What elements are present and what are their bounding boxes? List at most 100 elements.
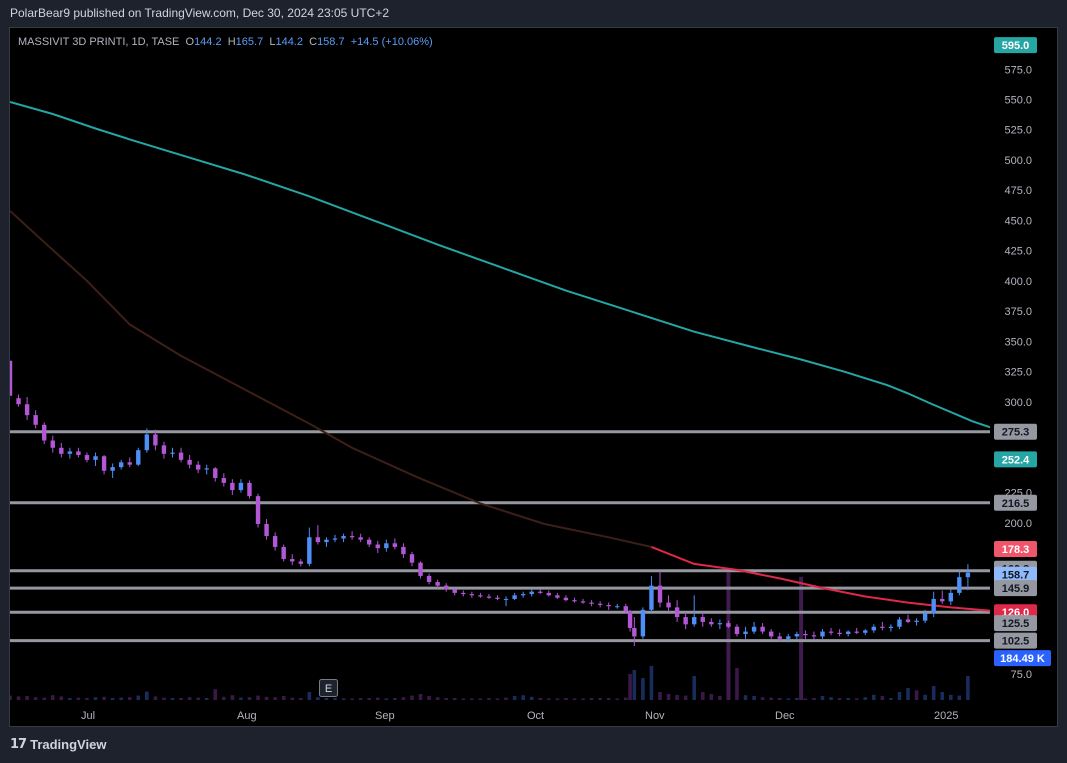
volume-bar — [538, 698, 543, 700]
price-label-bg — [994, 615, 1037, 632]
candle — [580, 598, 586, 604]
y-tick-label: 550.0 — [1004, 95, 1032, 107]
candle — [255, 493, 261, 528]
time-axis: Jul Aug Sep Oct Nov Dec 2025 — [81, 710, 958, 722]
volume-bar — [931, 686, 936, 700]
candle — [136, 447, 141, 466]
candle-body — [768, 631, 774, 637]
candle — [461, 590, 466, 597]
candle-body — [272, 536, 278, 547]
volume-bar — [401, 697, 406, 700]
candle-body — [828, 631, 834, 633]
volume-bar — [298, 698, 303, 700]
volume-bar — [572, 698, 577, 700]
candle-body — [589, 602, 594, 604]
candle-body — [674, 607, 680, 618]
candle — [845, 630, 851, 637]
price-labels: 595.0275.3252.4216.5178.3160.3158.7145.9… — [994, 37, 1051, 667]
volume-bar — [923, 694, 927, 700]
volume-bar — [324, 698, 329, 700]
volume-bar — [393, 698, 397, 700]
volume-bar — [846, 698, 850, 700]
candle-body — [760, 626, 765, 632]
earnings-marker-label: E — [325, 683, 332, 695]
volume-bar — [641, 678, 645, 700]
candle-body — [67, 451, 73, 454]
candle — [443, 583, 449, 592]
candle-body — [367, 539, 372, 545]
candle-body — [50, 440, 55, 448]
candle-body — [940, 598, 945, 602]
publisher-line: PolarBear9 published on TradingView.com,… — [10, 6, 390, 20]
candle-body — [161, 445, 167, 454]
x-tick-label: Nov — [645, 710, 665, 722]
price-label-bg — [994, 566, 1037, 583]
volume-bars — [10, 572, 970, 700]
volume-bar — [25, 696, 29, 700]
volume-bar — [623, 697, 628, 700]
candle — [221, 473, 227, 487]
earnings-marker[interactable]: E — [319, 679, 338, 697]
volume-bar — [290, 697, 295, 700]
price-label-text: 145.9 — [1002, 583, 1030, 595]
tradingview-footer[interactable]: 17 TradingView — [10, 737, 106, 752]
candle — [777, 632, 782, 642]
candle — [743, 626, 748, 639]
price-label-bg — [994, 650, 1051, 667]
price-chart[interactable]: 575.0 550.0 525.0 500.0 475.0 450.0 425.0 400.0… — [10, 28, 1057, 726]
candle-body — [692, 617, 697, 625]
candle — [16, 394, 21, 407]
symbol-name: MASSIVIT 3D PRINTI, 1D, TASE — [18, 36, 180, 48]
candle — [940, 590, 945, 604]
candle — [640, 607, 646, 639]
volume-bar — [487, 698, 491, 700]
candle — [555, 592, 560, 599]
volume-bar — [427, 696, 431, 700]
candle — [888, 624, 894, 632]
candle-body — [461, 592, 466, 595]
price-label-text: 102.5 — [1002, 636, 1030, 648]
candle-body — [627, 611, 633, 628]
candle-body — [170, 452, 175, 454]
volume-bar — [204, 698, 209, 700]
candle-body — [905, 619, 911, 622]
volume-bar — [948, 694, 953, 700]
price-label: 595.0 — [994, 37, 1037, 54]
candle-body — [751, 626, 757, 632]
volume-bar — [162, 697, 166, 700]
candle-body — [803, 634, 808, 636]
volume-bar — [68, 698, 72, 700]
volume-bar — [589, 698, 594, 700]
volume-bar — [564, 698, 568, 700]
volume-bar — [726, 572, 731, 700]
volume-bar — [581, 698, 585, 700]
price-label: 178.3 — [994, 540, 1037, 557]
candle — [418, 561, 423, 579]
candle-body — [623, 606, 628, 612]
candle — [520, 591, 526, 598]
candle — [529, 589, 534, 597]
candle-body — [349, 536, 355, 538]
candle — [615, 603, 620, 609]
y-tick-label: 350.0 — [1004, 336, 1032, 348]
candle-body — [24, 404, 30, 416]
candle-body — [606, 604, 611, 607]
volume-bar — [358, 698, 363, 700]
candle-body — [76, 451, 81, 456]
candle-body — [880, 626, 885, 628]
change-value: +14.5 (+10.06%) — [350, 36, 433, 48]
price-label: 125.5 — [994, 615, 1037, 632]
y-tick-label: 475.0 — [1004, 185, 1032, 197]
candle — [700, 612, 705, 627]
x-tick-label: 2025 — [934, 710, 958, 722]
low-value: 144.2 — [275, 36, 303, 48]
candle-body — [247, 482, 252, 497]
candle — [409, 551, 415, 567]
volume-bar — [33, 697, 38, 700]
candle-body — [298, 561, 303, 564]
high-value: 165.7 — [235, 36, 264, 48]
volume-bar — [256, 695, 260, 700]
candle — [272, 532, 278, 551]
chart-pane[interactable]: 575.0 550.0 525.0 500.0 475.0 450.0 425.0 400.0… — [9, 27, 1058, 727]
open-value: 144.2 — [194, 36, 222, 48]
